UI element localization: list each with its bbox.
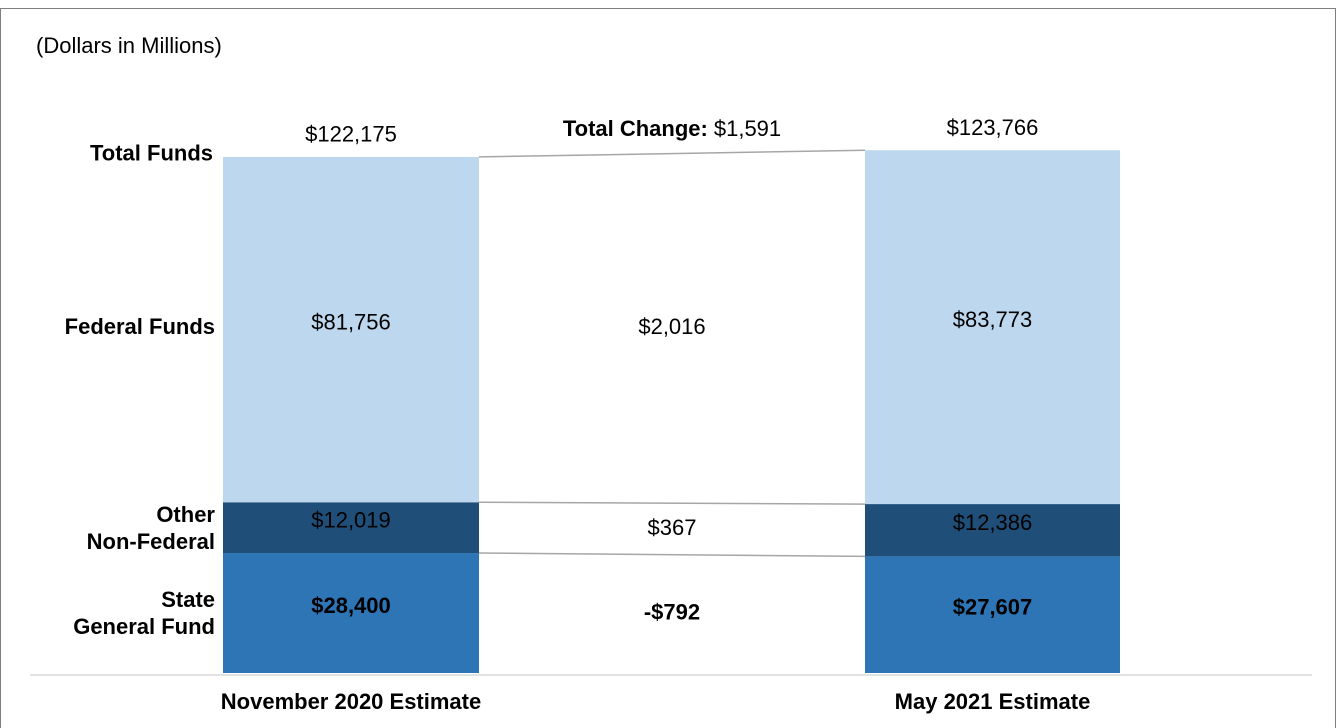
row-label: State General Fund — [73, 587, 215, 639]
total-label: $123,766 — [947, 115, 1039, 140]
category-label: May 2021 Estimate — [895, 689, 1091, 714]
category-label: November 2020 Estimate — [221, 689, 481, 714]
total-change: Total Change: $1,591 — [563, 116, 781, 141]
row-label: Federal Funds — [65, 314, 215, 339]
chart-subtitle: (Dollars in Millions) — [36, 33, 222, 58]
change-label: $367 — [648, 515, 697, 540]
bar-segment — [865, 556, 1120, 673]
value-label: $83,773 — [953, 307, 1033, 332]
value-label: $81,756 — [311, 309, 391, 334]
total-change-label: Total Change: — [563, 116, 708, 141]
frame — [0, 8, 1336, 728]
total-label: $122,175 — [305, 122, 397, 147]
bar-segment — [223, 553, 479, 673]
change-label: $2,016 — [638, 314, 705, 339]
bar-segment — [865, 504, 1120, 557]
value-label: $27,607 — [953, 595, 1033, 620]
value-label: $12,019 — [311, 507, 391, 532]
row-label: Other Non-Federal — [87, 502, 216, 554]
connector-line — [478, 149, 866, 158]
total-change-value: $1,591 — [714, 116, 781, 141]
row-label: Total Funds — [90, 141, 213, 166]
change-label: -$792 — [644, 600, 700, 625]
bar-segment — [223, 156, 479, 503]
bar-segment — [865, 150, 1120, 505]
connector-line — [478, 501, 866, 505]
bar-segment — [223, 502, 479, 554]
value-label: $12,386 — [953, 510, 1033, 535]
connector-line — [478, 552, 866, 558]
value-label: $28,400 — [311, 593, 391, 618]
